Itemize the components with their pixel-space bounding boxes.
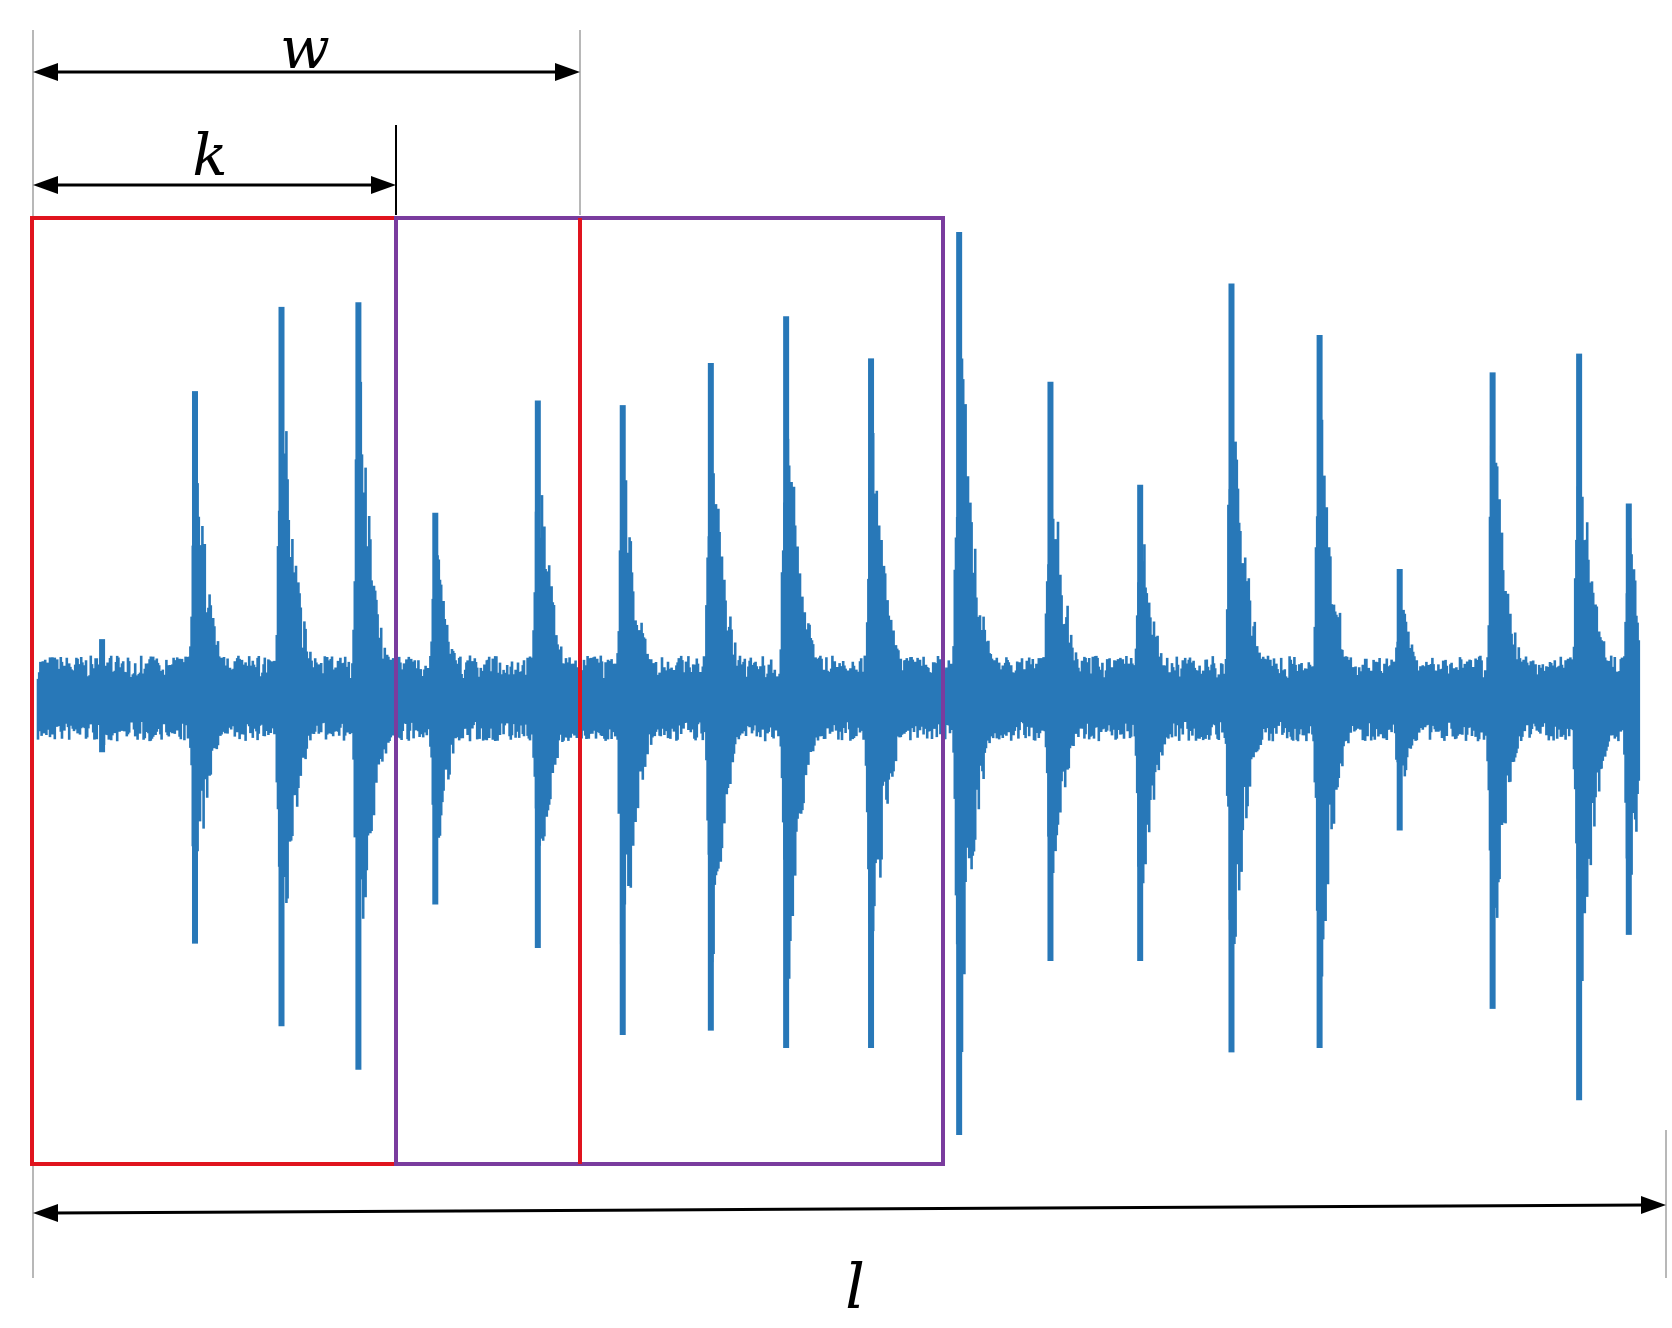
dimension-k-arrow-right [371,176,396,194]
dimension-k-arrow-left [33,176,58,194]
signal-trace [36,310,1641,1054]
dimension-l-arrow-left [33,1204,58,1222]
dimension-l-arrow-right [1641,1196,1666,1214]
label-l: l [845,1250,865,1323]
window-purple [394,216,945,1166]
dimension-w-arrow-right [555,63,580,81]
dimension-l-line [51,1203,1647,1215]
label-k: k [192,121,227,189]
vibration-signal-waveform [36,232,1641,1135]
dimension-l: l [33,1196,1666,1323]
dimension-k: k [33,121,396,194]
label-w: w [280,14,330,82]
dimension-w-arrow-left [33,63,58,81]
dimension-w: w [33,14,580,82]
